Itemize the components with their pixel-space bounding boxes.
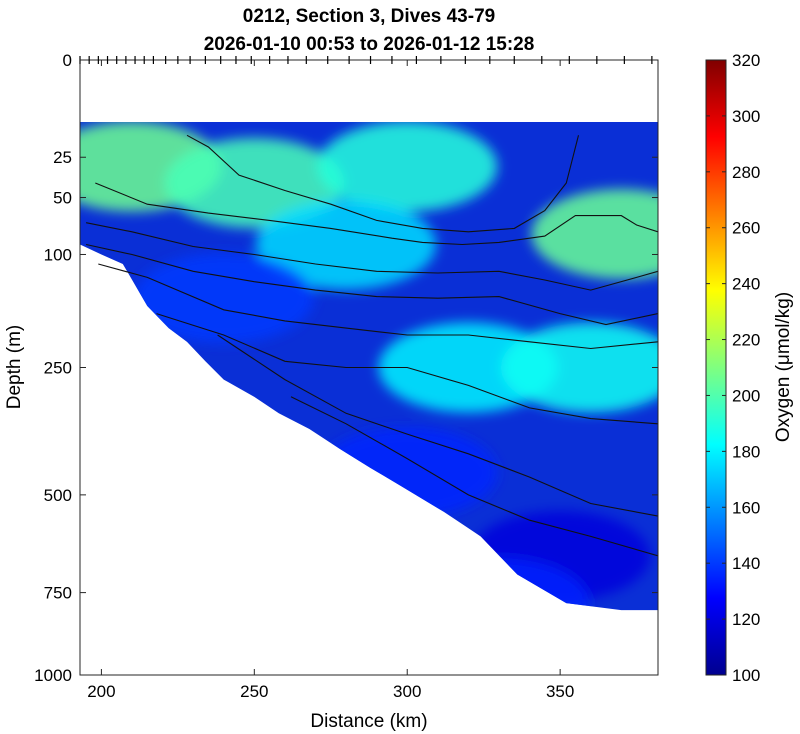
colorbar-tick-label: 220 (732, 331, 760, 350)
y-tick-label: 1000 (34, 666, 72, 685)
y-tick-label: 750 (44, 584, 72, 603)
contour-line (98, 263, 658, 350)
colorbar-tick-label: 280 (732, 163, 760, 182)
x-tick-label: 200 (87, 682, 115, 701)
contour-line (290, 396, 658, 557)
colorbar-tick-label: 260 (732, 219, 760, 238)
colorbar-tick-label: 100 (732, 666, 760, 685)
y-tick-label: 100 (44, 245, 72, 264)
y-tick-label: 250 (44, 359, 72, 378)
field-sample (531, 188, 658, 279)
contour-line (186, 134, 580, 233)
colorbar-ticks: 100 120 140 160 180 200 220 240 260 280 300 320 (706, 51, 760, 685)
contour-line (95, 182, 658, 246)
contour-line (217, 334, 658, 517)
colorbar-tick-label: 120 (732, 610, 760, 629)
field-sample (317, 122, 498, 212)
contour-line (85, 243, 658, 326)
chart-subtitle: 2026-01-10 00:53 to 2026-01-12 15:28 (204, 34, 535, 55)
y-tick-label: 25 (53, 148, 72, 167)
colorbar-label: Oxygen (μmol/kg) (773, 292, 794, 442)
colorbar-tick-label: 300 (732, 107, 760, 126)
x-axis-label: Distance (km) (310, 711, 427, 732)
contour-lines (85, 134, 658, 557)
y-tick-label: 0 (63, 51, 72, 70)
colorbar-tick-label: 240 (732, 275, 760, 294)
field-sample (500, 322, 658, 413)
oxygen-field-region (80, 122, 658, 611)
field-sample (164, 138, 345, 228)
chart-title: 0212, Section 3, Dives 43-79 (243, 6, 495, 27)
plot-area (80, 122, 658, 611)
colorbar-tick-label: 140 (732, 554, 760, 573)
colorbar (705, 59, 727, 676)
x-tick-label: 350 (546, 682, 574, 701)
field-sample (133, 253, 314, 344)
field-sample (317, 427, 498, 518)
y-axis-ticks: 0 25 50 100 250 500 750 1000 (34, 51, 658, 685)
y-tick-label: 500 (44, 486, 72, 505)
colorbar-tick-label: 320 (732, 51, 760, 70)
x-axis-ticks: 200 250 300 350 (87, 60, 574, 701)
y-tick-label: 50 (53, 189, 72, 208)
y-axis-label: Depth (m) (4, 325, 25, 409)
dive-marks (79, 56, 653, 64)
contour-line (85, 222, 658, 291)
colorbar-tick-label: 200 (732, 386, 760, 405)
colorbar-tick-label: 180 (732, 442, 760, 461)
field-sample (408, 558, 589, 611)
x-tick-label: 250 (240, 682, 268, 701)
colorbar-tick-label: 160 (732, 498, 760, 517)
field-sample (256, 199, 437, 290)
x-tick-label: 300 (393, 682, 421, 701)
contour-line (156, 313, 658, 425)
